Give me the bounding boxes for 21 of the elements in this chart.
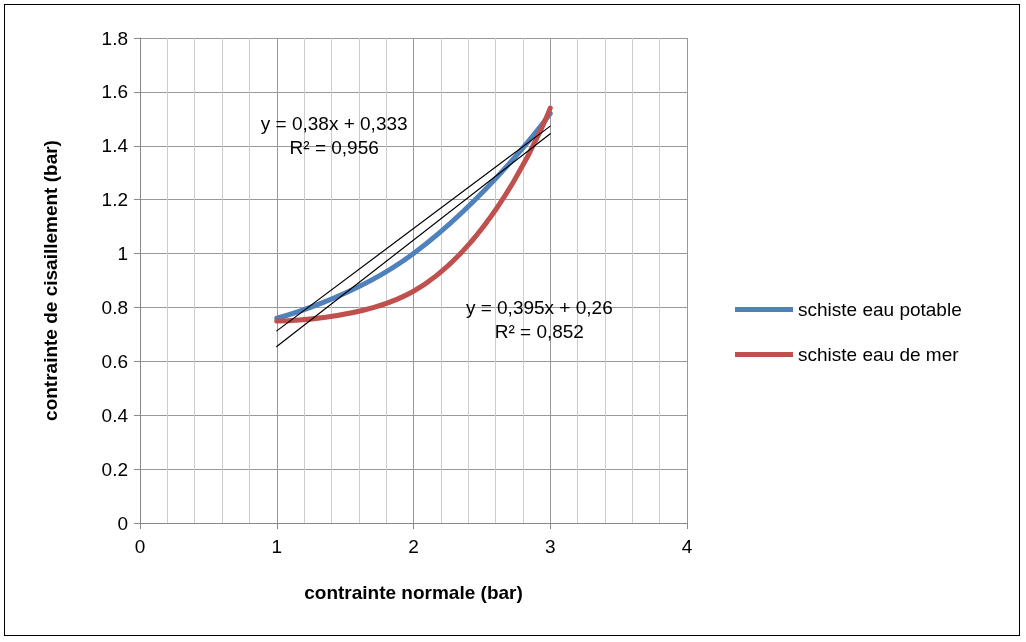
annotation: y = 0,395x + 0,26 R² = 0,852 — [465, 296, 613, 342]
y-tick-label: 1 — [117, 243, 128, 265]
x-tick-label: 1 — [271, 536, 283, 557]
legend-label: schiste eau de mer — [798, 344, 960, 365]
y-tick-label: 0.6 — [101, 350, 128, 372]
y-tick-label: 0.4 — [101, 404, 129, 426]
y-tick-label: 1.6 — [101, 81, 128, 103]
x-tick-label: 0 — [134, 536, 146, 557]
y-tick-label: 1.4 — [101, 135, 129, 157]
y-tick-label: 1.8 — [101, 27, 128, 49]
y-tick-label: 0.8 — [101, 296, 128, 318]
y-tick-label: 1.2 — [101, 189, 128, 211]
x-axis-title: contrainte normale (bar) — [304, 582, 523, 603]
annotation: y = 0,38x + 0,333 R² = 0,956 — [260, 112, 408, 158]
y-tick-label: 0 — [117, 512, 128, 534]
x-tick-label: 4 — [681, 536, 693, 557]
legend-label: schiste eau potable — [798, 299, 962, 320]
y-tick-label: 0.2 — [101, 458, 128, 480]
x-tick-label: 2 — [408, 536, 419, 557]
y-axis-title: contrainte de cisaillement (bar) — [40, 140, 61, 421]
x-tick-label: 3 — [544, 536, 556, 557]
